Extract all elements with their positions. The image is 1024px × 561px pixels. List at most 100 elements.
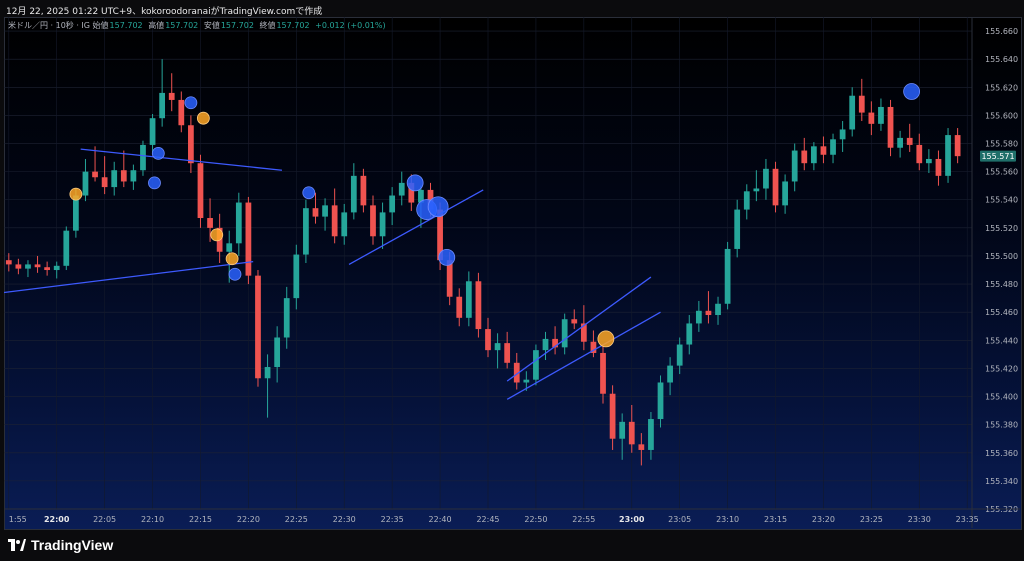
orange-marker bbox=[597, 330, 615, 348]
candle-body bbox=[331, 205, 338, 237]
candle-body bbox=[552, 338, 558, 348]
trendline bbox=[4, 260, 254, 294]
candle-body bbox=[504, 343, 511, 363]
candle-body bbox=[743, 191, 750, 210]
price-tick-label: 155.560 bbox=[985, 168, 1018, 177]
price-tick-label: 155.420 bbox=[985, 364, 1018, 373]
time-axis[interactable]: 1:55 22:00 22:05 22:10 22:15 22:20 22:25 22:30 2… bbox=[4, 508, 1020, 524]
candle-body bbox=[15, 264, 22, 269]
candle-body bbox=[465, 281, 472, 318]
candle-body bbox=[44, 267, 51, 271]
price-tick-label: 155.540 bbox=[985, 196, 1018, 205]
price-tick-label: 155.520 bbox=[985, 224, 1018, 233]
candle-body bbox=[590, 341, 597, 353]
price-tick-label: 155.640 bbox=[985, 55, 1018, 64]
candle-body bbox=[446, 260, 453, 297]
blue-marker bbox=[151, 146, 165, 160]
time-tick-label: 22:30 bbox=[333, 515, 356, 524]
tradingview-logo[interactable]: TradingView bbox=[8, 537, 113, 553]
candle-body bbox=[695, 310, 702, 324]
close-label: 終値 bbox=[259, 21, 276, 30]
trendline bbox=[80, 148, 283, 171]
candle-body bbox=[168, 92, 175, 100]
tradingview-logo-icon bbox=[8, 539, 26, 551]
candle-body bbox=[485, 329, 491, 351]
time-tick-label: 22:15 bbox=[189, 515, 212, 524]
candle-body bbox=[255, 275, 261, 379]
candle-body bbox=[245, 202, 252, 276]
candle-body bbox=[226, 243, 233, 252]
candle-body bbox=[130, 170, 137, 182]
candle-body bbox=[293, 254, 300, 299]
last-price-tag-text: 155.571 bbox=[981, 152, 1014, 161]
orange-marker bbox=[69, 187, 83, 201]
candle-body bbox=[667, 365, 673, 383]
time-tick-label: 1:55 bbox=[9, 515, 27, 524]
candle-body bbox=[5, 260, 12, 265]
candle-body bbox=[935, 158, 942, 176]
candle-body bbox=[418, 189, 424, 203]
candle-body bbox=[676, 344, 683, 366]
candle-body bbox=[561, 319, 568, 348]
time-tick-label: 22:40 bbox=[429, 515, 452, 524]
price-tick-label: 155.620 bbox=[985, 83, 1018, 92]
candle-body bbox=[475, 281, 482, 330]
candle-body bbox=[945, 135, 951, 176]
candle-body bbox=[101, 177, 108, 188]
candle-body bbox=[494, 343, 501, 351]
candle-body bbox=[810, 146, 817, 164]
high-value: 157.702 bbox=[165, 21, 199, 30]
candle-body bbox=[456, 296, 463, 318]
candle-body bbox=[724, 248, 731, 304]
price-axis[interactable]: 155.660 155.640 155.620 155.600 155.580 155.5… bbox=[971, 17, 1018, 528]
candle-body bbox=[283, 298, 290, 338]
candle-body bbox=[878, 106, 884, 124]
candle-body bbox=[897, 137, 903, 148]
candle-body bbox=[389, 195, 396, 213]
price-tick-label: 155.600 bbox=[985, 111, 1018, 120]
high-label: 高値 bbox=[148, 21, 165, 30]
candle-body bbox=[207, 218, 213, 228]
candle-body bbox=[188, 125, 194, 164]
candle-body bbox=[734, 209, 741, 249]
close-value: 157.702 bbox=[276, 21, 310, 30]
time-tick-label: 23:05 bbox=[668, 515, 691, 524]
candle-body bbox=[92, 171, 98, 178]
trendline bbox=[506, 311, 661, 400]
price-tick-label: 155.440 bbox=[985, 336, 1018, 345]
candle-body bbox=[120, 170, 127, 182]
price-tick-label: 155.660 bbox=[985, 27, 1018, 36]
candle-body bbox=[600, 352, 606, 394]
time-tick-label: 22:35 bbox=[381, 515, 404, 524]
time-tick-label: 23:00 bbox=[619, 515, 645, 524]
candle-body bbox=[140, 144, 146, 171]
candle-body bbox=[34, 264, 41, 268]
candle-body bbox=[619, 421, 626, 439]
open-value: 157.702 bbox=[109, 21, 143, 30]
blue-marker bbox=[427, 196, 449, 218]
last-price-tag: 155.571 bbox=[980, 150, 1016, 162]
candle-body bbox=[264, 367, 271, 379]
time-tick-label: 22:45 bbox=[476, 515, 499, 524]
blue-marker bbox=[406, 174, 424, 192]
candle-body bbox=[801, 150, 808, 164]
candle-body bbox=[906, 137, 913, 145]
candle-body bbox=[648, 419, 654, 450]
candle-body bbox=[437, 209, 443, 261]
candle-body bbox=[542, 338, 549, 351]
time-tick-label: 23:30 bbox=[908, 515, 931, 524]
time-tick-label: 22:55 bbox=[572, 515, 595, 524]
blue-marker bbox=[302, 186, 316, 200]
time-tick-label: 22:05 bbox=[93, 515, 116, 524]
candle-body bbox=[398, 182, 405, 196]
candle-body bbox=[513, 362, 520, 383]
blue-marker bbox=[184, 96, 198, 110]
time-tick-label: 23:35 bbox=[956, 515, 979, 524]
caption: 12月 22, 2025 01:22 UTC+9、kokoroodoranaiが… bbox=[6, 7, 323, 17]
symbol-label[interactable]: 米ドル／円 · 10秒 · IG bbox=[8, 21, 90, 30]
candle-body bbox=[791, 150, 798, 182]
candle-body bbox=[782, 181, 788, 206]
candlestick-chart[interactable]: 155.660 155.640 155.620 155.600 155.580 155.5… bbox=[4, 17, 1020, 528]
candle-body bbox=[235, 202, 242, 244]
candle-body bbox=[638, 444, 645, 450]
